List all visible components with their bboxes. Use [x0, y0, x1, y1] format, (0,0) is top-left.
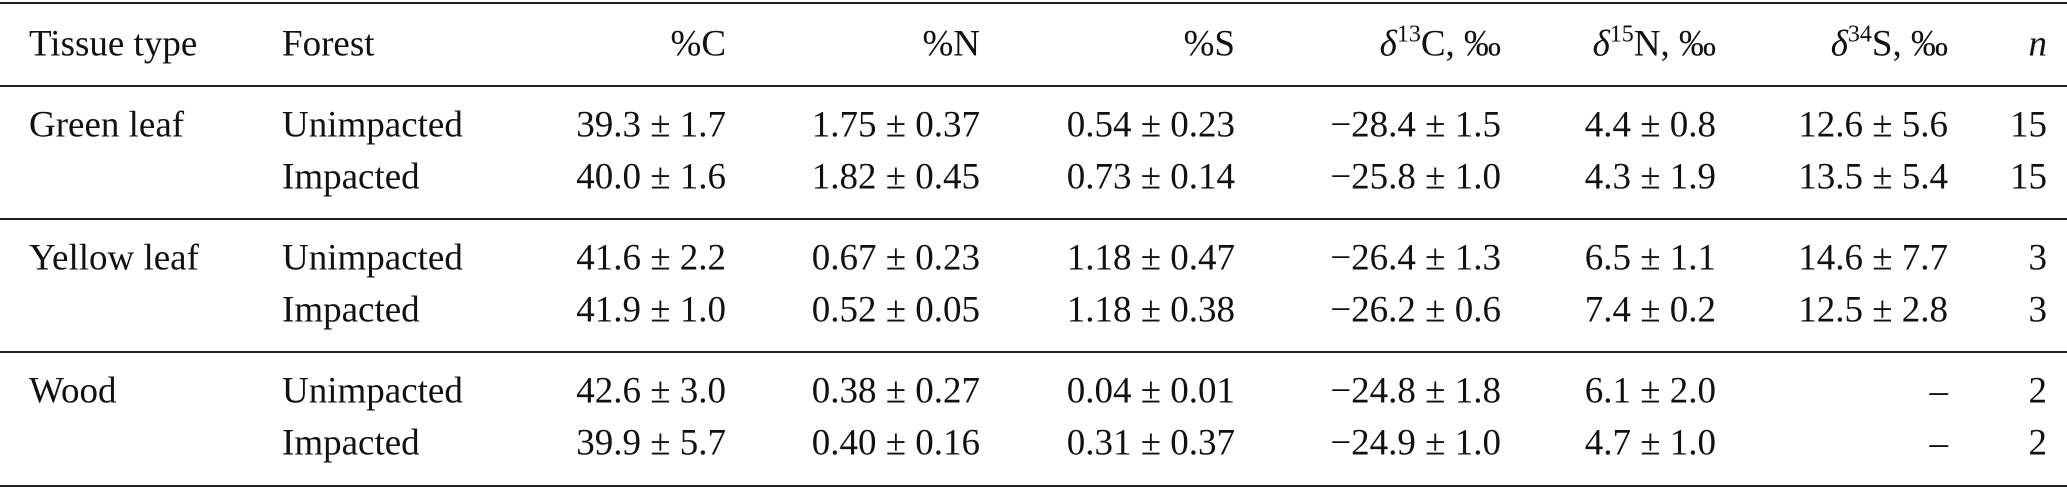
value-cell: 15 — [2010, 104, 2047, 146]
column-header: Forest — [282, 23, 375, 65]
value-cell: −26.2 ± 0.6 — [1330, 289, 1501, 331]
column-header: %S — [1183, 23, 1235, 65]
value-cell: −24.9 ± 1.0 — [1330, 422, 1501, 464]
value-cell: 0.38 ± 0.27 — [811, 370, 980, 412]
column-header: δ13C, ‰ — [1379, 23, 1501, 65]
forest: Unimpacted — [282, 370, 463, 412]
value-cell: −28.4 ± 1.5 — [1330, 104, 1501, 146]
value-cell: 1.82 ± 0.45 — [811, 156, 980, 198]
value-cell: 0.52 ± 0.05 — [811, 289, 980, 331]
value-cell: 39.9 ± 5.7 — [576, 422, 726, 464]
group-rule — [0, 218, 2067, 220]
value-cell: – — [1929, 370, 1949, 412]
value-cell: −25.8 ± 1.0 — [1330, 156, 1501, 198]
value-cell: −26.4 ± 1.3 — [1330, 237, 1501, 279]
value-cell: 4.3 ± 1.9 — [1584, 156, 1716, 198]
value-cell: 1.75 ± 0.37 — [811, 104, 980, 146]
forest: Impacted — [282, 422, 420, 464]
value-cell: 6.1 ± 2.0 — [1584, 370, 1716, 412]
value-cell: 12.5 ± 2.8 — [1798, 289, 1948, 331]
value-cell: 42.6 ± 3.0 — [576, 370, 726, 412]
value-cell: 12.6 ± 5.6 — [1798, 104, 1948, 146]
header-superscript: 15 — [1609, 21, 1634, 48]
value-cell: 41.9 ± 1.0 — [576, 289, 726, 331]
forest: Impacted — [282, 156, 420, 198]
header-text: C, ‰ — [1420, 23, 1501, 65]
value-cell: 41.6 ± 2.2 — [576, 237, 726, 279]
value-cell: 0.54 ± 0.23 — [1066, 104, 1235, 146]
value-cell: 2 — [2028, 422, 2048, 464]
value-cell: 0.73 ± 0.14 — [1066, 156, 1235, 198]
header-text: S, ‰ — [1871, 23, 1948, 65]
value-cell: 15 — [2010, 156, 2047, 198]
value-cell: 0.04 ± 0.01 — [1066, 370, 1235, 412]
tissue-type: Yellow leaf — [29, 237, 199, 279]
value-cell: 4.7 ± 1.0 — [1584, 422, 1716, 464]
value-cell: 6.5 ± 1.1 — [1584, 237, 1716, 279]
value-cell: 3 — [2028, 237, 2048, 279]
value-cell: 1.18 ± 0.47 — [1066, 237, 1235, 279]
forest: Unimpacted — [282, 237, 463, 279]
forest: Unimpacted — [282, 104, 463, 146]
column-header: %N — [922, 23, 980, 65]
value-cell: 13.5 ± 5.4 — [1798, 156, 1948, 198]
header-symbol: δ — [1592, 23, 1610, 65]
top-rule — [0, 2, 2067, 4]
value-cell: 40.0 ± 1.6 — [576, 156, 726, 198]
value-cell: 3 — [2028, 289, 2048, 331]
value-cell: 1.18 ± 0.38 — [1066, 289, 1235, 331]
value-cell: 0.31 ± 0.37 — [1066, 422, 1235, 464]
forest: Impacted — [282, 289, 420, 331]
column-header: %C — [670, 23, 727, 65]
group-rule — [0, 351, 2067, 353]
value-cell: 14.6 ± 7.7 — [1798, 237, 1948, 279]
tissue-type: Green leaf — [29, 104, 185, 146]
header-symbol: δ — [1830, 23, 1848, 65]
value-cell: 0.67 ± 0.23 — [811, 237, 980, 279]
header-superscript: 13 — [1396, 21, 1421, 48]
value-cell: 4.4 ± 0.8 — [1584, 104, 1716, 146]
value-cell: 2 — [2028, 370, 2048, 412]
header-rule — [0, 85, 2067, 87]
column-header: n — [2028, 23, 2048, 65]
value-cell: 39.3 ± 1.7 — [576, 104, 726, 146]
value-cell: −24.8 ± 1.8 — [1330, 370, 1501, 412]
column-header: Tissue type — [29, 23, 198, 65]
column-header: δ15N, ‰ — [1592, 23, 1716, 65]
column-header: δ34S, ‰ — [1830, 23, 1948, 65]
header-text: N, ‰ — [1633, 23, 1716, 65]
bottom-rule — [0, 485, 2067, 487]
value-cell: – — [1929, 422, 1949, 464]
header-superscript: 34 — [1847, 21, 1872, 48]
tissue-type: Wood — [29, 370, 117, 412]
value-cell: 0.40 ± 0.16 — [811, 422, 980, 464]
header-symbol: δ — [1379, 23, 1397, 65]
value-cell: 7.4 ± 0.2 — [1584, 289, 1716, 331]
